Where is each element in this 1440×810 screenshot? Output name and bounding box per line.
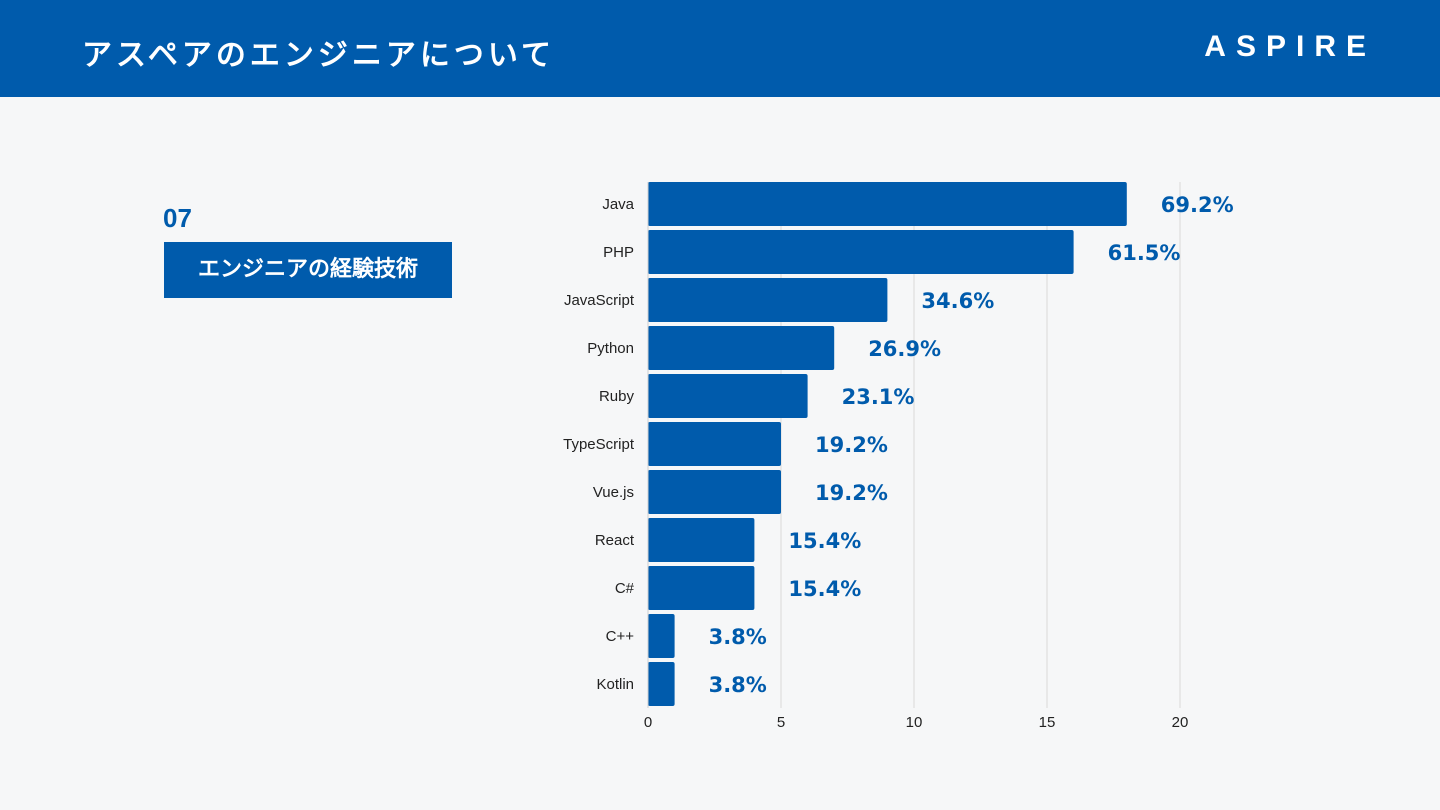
bar-c-	[648, 566, 755, 610]
data-label: 3.8%	[709, 673, 767, 697]
brand-logo: ASPIRE	[1204, 30, 1376, 63]
x-tick-label: 0	[644, 714, 652, 731]
bar-ruby	[648, 374, 808, 418]
category-label: Vue.js	[593, 484, 634, 501]
header-bar: アスペアのエンジニアについて ASPIRE	[0, 0, 1440, 97]
bar-c-	[648, 614, 675, 658]
bar-php	[648, 230, 1074, 274]
data-label: 34.6%	[921, 289, 994, 313]
bar-python	[648, 326, 835, 370]
category-label: React	[595, 532, 635, 549]
data-label: 15.4%	[788, 529, 861, 553]
x-tick-label: 20	[1172, 714, 1189, 731]
bar-react	[648, 518, 755, 562]
section-number: 07	[163, 203, 192, 233]
page-title: アスペアのエンジニアについて	[82, 38, 555, 73]
category-label: Kotlin	[596, 676, 634, 693]
category-label: TypeScript	[563, 436, 635, 453]
bar-java	[648, 182, 1127, 226]
bar-kotlin	[648, 662, 675, 706]
data-label: 15.4%	[788, 577, 861, 601]
x-tick-label: 15	[1039, 714, 1056, 731]
data-label: 3.8%	[709, 625, 767, 649]
category-label: JavaScript	[564, 292, 635, 309]
category-label: C++	[606, 628, 635, 645]
bar-javascript	[648, 278, 888, 322]
x-tick-label: 5	[777, 714, 785, 731]
category-label: PHP	[603, 244, 634, 261]
bar-typescript	[648, 422, 781, 466]
section-label: エンジニアの経験技術	[164, 242, 452, 298]
category-label: C#	[615, 580, 635, 597]
data-label: 23.1%	[842, 385, 915, 409]
bar-vue-js	[648, 470, 781, 514]
data-label: 26.9%	[868, 337, 941, 361]
category-label: Ruby	[599, 388, 635, 405]
data-label: 69.2%	[1161, 193, 1234, 217]
category-label: Java	[602, 196, 634, 213]
data-label: 19.2%	[815, 481, 888, 505]
category-label: Python	[587, 340, 634, 357]
x-tick-label: 10	[906, 714, 923, 731]
data-label: 61.5%	[1108, 241, 1181, 265]
data-label: 19.2%	[815, 433, 888, 457]
